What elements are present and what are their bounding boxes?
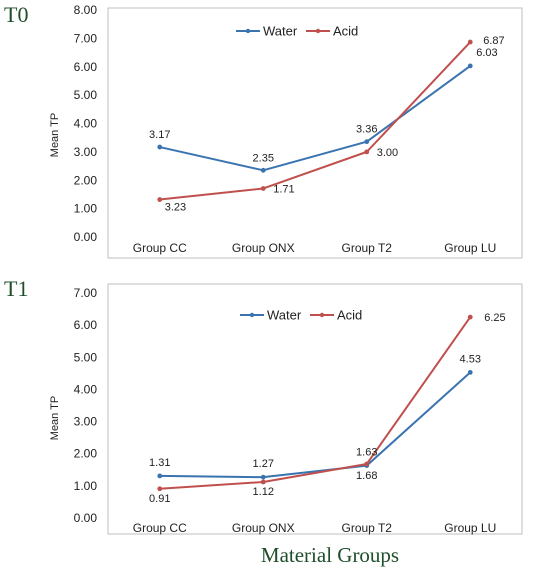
panel-t1: T1 Mean TP 0.00 1.00 2.00 3.00 4.00 5.00 6.00 7… (4, 276, 523, 535)
series-group (157, 39, 473, 202)
y-tick-label: 1.00 (74, 202, 98, 216)
data-point-acid (467, 39, 473, 45)
x-tick-label-group-cc: Group CC (133, 241, 187, 255)
y-tick-label: 6.00 (74, 318, 98, 332)
legend-acid-label: Acid (337, 308, 362, 323)
data-point-acid (157, 197, 163, 202)
y-tick-label: 4.00 (74, 117, 98, 131)
data-label-acid: 6.87 (483, 35, 504, 47)
legend-water-label: Water (263, 24, 298, 39)
data-point-water (364, 139, 370, 145)
y-axis-label: Mean TP (49, 113, 61, 157)
data-label-water: 1.27 (253, 458, 274, 470)
data-label-water: 6.03 (476, 47, 497, 59)
data-point-acid (157, 486, 163, 492)
panel-t0: T0 Mean TP 0.00 1.00 2.00 3.00 4.00 5.00 6.00 7… (4, 2, 523, 259)
x-tick-label-group-t2: Group T2 (342, 521, 393, 535)
data-label-acid: 3.23 (165, 202, 186, 214)
y-tick-label: 1.00 (74, 479, 98, 493)
data-point-acid (260, 186, 266, 191)
plot-frame (107, 283, 523, 535)
y-tick-label: 8.00 (74, 3, 98, 17)
data-point-water (157, 473, 163, 479)
x-tick-label-group-t2: Group T2 (342, 241, 393, 255)
legend-water-marker (249, 312, 255, 318)
y-axis-ticks: 0.00 1.00 2.00 3.00 4.00 5.00 6.00 7.00 (74, 286, 98, 525)
data-labels: 1.31 1.27 1.63 4.53 0.91 1.12 1.68 6.25 (149, 312, 506, 505)
series-line-acid (159, 316, 472, 490)
y-axis-label: Mean TP (49, 396, 61, 440)
data-label-acid: 0.91 (149, 493, 170, 505)
data-label-acid: 1.12 (253, 486, 274, 498)
data-point-water (157, 144, 163, 150)
plot-frame (107, 7, 523, 259)
data-labels: 3.17 2.35 3.36 6.03 3.23 1.71 3.00 6.87 (149, 35, 505, 213)
series-line-water (159, 65, 471, 172)
data-label-acid: 1.71 (273, 183, 294, 195)
x-axis-title: Material Groups (261, 543, 399, 567)
data-label-water: 4.53 (460, 353, 481, 365)
x-tick-label-group-lu: Group LU (444, 241, 496, 255)
data-label-acid: 3.00 (377, 147, 398, 159)
y-tick-label: 5.00 (74, 350, 98, 364)
data-label-water: 3.17 (149, 129, 170, 141)
y-tick-label: 7.00 (74, 286, 98, 300)
data-point-acid (260, 479, 266, 485)
legend-water-marker (245, 28, 251, 34)
x-axis-ticks: Group CC Group ONX Group T2 Group LU (133, 241, 497, 255)
series-line-acid (159, 41, 471, 201)
series-group (157, 314, 473, 492)
x-axis-ticks: Group CC Group ONX Group T2 Group LU (133, 521, 497, 535)
series-line-water (159, 371, 471, 479)
panel-label: T0 (4, 2, 28, 27)
x-tick-label-group-onx: Group ONX (232, 521, 295, 535)
data-label-water: 1.31 (149, 457, 170, 469)
data-point-acid (467, 314, 473, 320)
data-point-water (260, 474, 266, 480)
data-label-acid: 1.68 (356, 470, 377, 482)
data-label-acid: 6.25 (484, 312, 505, 324)
legend-acid-marker (319, 312, 325, 318)
legend: Water Acid (236, 24, 358, 39)
y-tick-label: 3.00 (74, 145, 98, 159)
panel-label: T1 (4, 276, 28, 301)
y-tick-label: 2.00 (74, 173, 98, 187)
y-tick-label: 7.00 (74, 31, 98, 45)
data-point-water (260, 167, 266, 173)
y-tick-label: 0.00 (74, 511, 98, 525)
x-tick-label-group-lu: Group LU (444, 521, 496, 535)
legend-acid-marker (315, 28, 321, 34)
x-tick-label-group-cc: Group CC (133, 521, 187, 535)
data-point-acid (364, 461, 370, 467)
y-axis-ticks: 0.00 1.00 2.00 3.00 4.00 5.00 6.00 7.00 8.00 (74, 3, 98, 244)
y-tick-label: 6.00 (74, 60, 98, 74)
data-point-water (467, 63, 473, 69)
x-tick-label-group-onx: Group ONX (232, 241, 295, 255)
data-label-water: 1.63 (356, 447, 377, 459)
legend-acid-label: Acid (333, 24, 358, 39)
legend: Water Acid (240, 308, 362, 323)
data-point-acid (364, 149, 370, 155)
data-point-water (467, 369, 473, 375)
y-tick-label: 2.00 (74, 447, 98, 461)
data-label-water: 2.35 (253, 152, 274, 164)
y-tick-label: 0.00 (74, 230, 98, 244)
data-label-water: 3.36 (356, 124, 377, 136)
legend-water-label: Water (267, 308, 302, 323)
y-tick-label: 3.00 (74, 415, 98, 429)
y-tick-label: 4.00 (74, 382, 98, 396)
y-tick-label: 5.00 (74, 88, 98, 102)
